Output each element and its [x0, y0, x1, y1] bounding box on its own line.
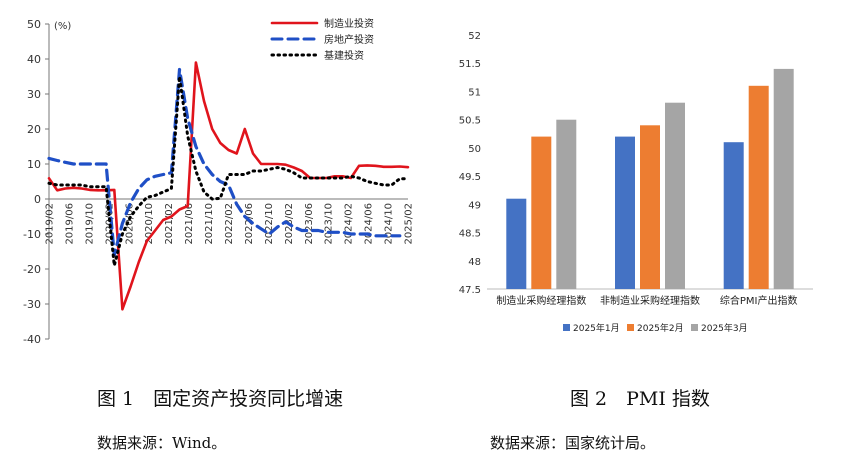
x-tick-label: 2023/06: [304, 203, 315, 245]
y-tick-label: 50.5: [459, 116, 481, 127]
bar: [640, 125, 660, 289]
x-tick-label: 2019/06: [64, 203, 75, 245]
x-tick-label: 2020/06: [124, 203, 135, 245]
y-tick-label: -30: [23, 298, 41, 311]
x-tick-label: 2023/10: [324, 203, 335, 245]
bar: [748, 85, 769, 289]
y-tick-label: 50: [27, 18, 41, 31]
x-tick-label: 2024/10: [384, 203, 395, 245]
bar: [556, 119, 577, 289]
y-tick-label: 49.5: [459, 172, 481, 183]
x-axis-ticks: 2019/02 2019/06 2019/10 2020/02 2020/06 2020/…: [45, 203, 415, 245]
figure1-source: 数据来源：Wind。: [97, 434, 227, 452]
y-tick-label: 10: [27, 158, 41, 171]
legend-label: 房地产投资: [324, 33, 374, 46]
bar: [506, 198, 527, 289]
legend-swatch: [627, 324, 634, 331]
y-tick-label: 48: [468, 257, 481, 268]
figure2-caption: 图 2 PMI 指数: [570, 388, 710, 410]
y-tick-label: 51.5: [459, 59, 481, 70]
bar: [615, 136, 635, 289]
legend: 2025年1月 2025年2月 2025年3月: [563, 322, 748, 334]
y-tick-label: 51: [468, 87, 481, 98]
legend-label: 2025年2月: [637, 322, 684, 334]
x-tick-label: 2022/06: [244, 203, 255, 245]
x-tick-label: 2022/02: [224, 203, 235, 245]
y-tick-label: -40: [23, 333, 41, 346]
x-tick-label: 2020/10: [144, 203, 155, 245]
x-tick-label: 2022/10: [264, 203, 275, 245]
bar: [773, 68, 794, 290]
y-tick-label: 30: [27, 88, 41, 101]
category-label: 非制造业采购经理指数: [600, 294, 700, 307]
fixed-asset-investment-line-chart: -40 -30 -20 -10 0 10 20 30 40 50 (%) 2019/02 2019/0…: [23, 17, 415, 346]
bars: [506, 68, 794, 290]
legend-label: 2025年3月: [701, 322, 748, 334]
y-tick-label: 47.5: [459, 285, 481, 296]
legend-label: 制造业投资: [324, 17, 374, 30]
x-tick-label: 2021/10: [204, 203, 215, 245]
y-tick-label: 50: [468, 144, 481, 155]
y-tick-label: 52: [468, 31, 481, 42]
y-tick-label: 0: [34, 193, 41, 206]
bar: [665, 102, 685, 289]
category-label: 综合PMI产出指数: [720, 294, 798, 307]
legend-swatch: [563, 324, 570, 331]
y-axis: -40 -30 -20 -10 0 10 20 30 40 50 (%): [23, 18, 71, 346]
x-tick-label: 2024/06: [364, 203, 375, 245]
bar: [723, 142, 744, 289]
y-tick-label: -10: [23, 228, 41, 241]
x-tick-label: 2025/02: [404, 203, 415, 245]
pmi-bar-chart: 47.5 48 48.5 49 49.5 50 50.5 51 51.5 52 制造业采购经理指数…: [459, 31, 813, 334]
x-tick-label: 2021/06: [184, 203, 195, 245]
bar: [531, 136, 552, 289]
figure1-caption: 图 1 固定资产投资同比增速: [97, 388, 344, 410]
x-tick-label: 2019/02: [45, 203, 56, 245]
series-line-3: [47, 75, 410, 267]
y-tick-label: 40: [27, 53, 41, 66]
figure2-source: 数据来源：国家统计局。: [490, 434, 656, 452]
x-tick-label: 2021/02: [164, 203, 175, 245]
legend-swatch: [691, 324, 698, 331]
legend-label: 基建投资: [324, 49, 364, 62]
category-label: 制造业采购经理指数: [496, 294, 586, 307]
y-unit-label: (%): [54, 21, 71, 32]
x-tick-label: 2019/10: [84, 203, 95, 245]
y-tick-label: 20: [27, 123, 41, 136]
x-tick-label: 2024/02: [344, 203, 355, 245]
y-tick-label: 48.5: [459, 229, 481, 240]
y-tick-label: -20: [23, 263, 41, 276]
legend-label: 2025年1月: [573, 322, 620, 334]
series-lines: [47, 61, 410, 311]
y-tick-label: 49: [468, 200, 481, 211]
category-labels: 制造业采购经理指数 非制造业采购经理指数 综合PMI产出指数: [496, 294, 797, 307]
